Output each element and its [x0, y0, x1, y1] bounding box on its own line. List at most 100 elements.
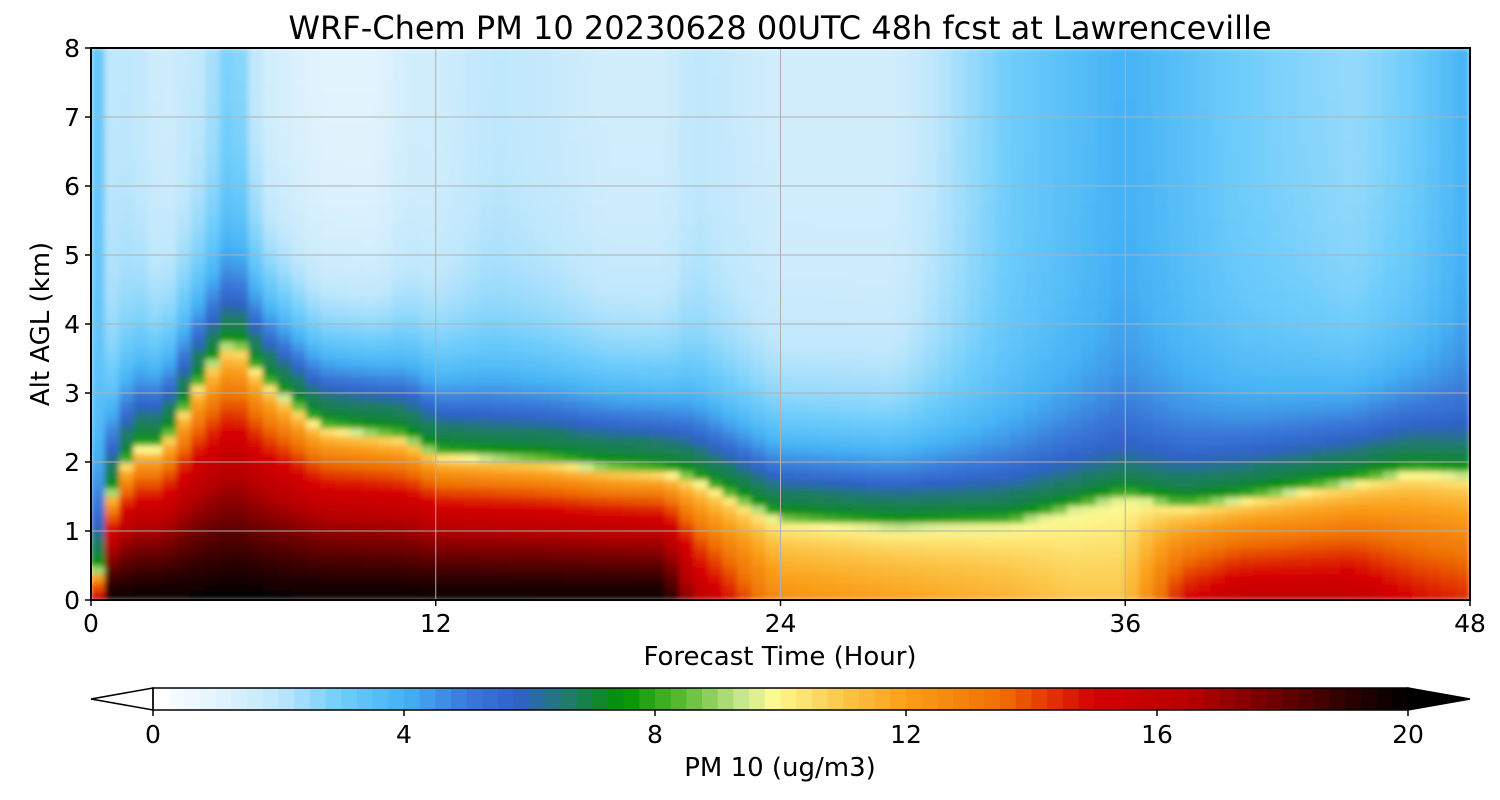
- heatmap-cell: [147, 332, 164, 342]
- heatmap-cell: [837, 349, 853, 360]
- heatmap-cell: [205, 392, 221, 403]
- heatmap-cell: [119, 245, 135, 256]
- heatmap-cell: [765, 64, 782, 75]
- heatmap-cell: [578, 107, 595, 118]
- heatmap-cell: [348, 590, 365, 600]
- heatmap-cell: [162, 530, 178, 541]
- heatmap-cell: [1167, 444, 1184, 454]
- heatmap-cell: [435, 495, 451, 506]
- heatmap-cell: [1052, 461, 1069, 472]
- heatmap-cell: [578, 357, 595, 368]
- heatmap-cell: [851, 401, 868, 411]
- heatmap-cell: [736, 90, 753, 101]
- heatmap-cell: [1139, 280, 1155, 291]
- heatmap-cell: [722, 513, 739, 523]
- heatmap-cell: [937, 228, 954, 239]
- heatmap-cell: [650, 314, 667, 325]
- heatmap-cell: [463, 392, 480, 403]
- heatmap-cell: [162, 539, 178, 549]
- heatmap-cell: [607, 332, 624, 342]
- heatmap-cell: [1196, 582, 1213, 592]
- heatmap-cell: [133, 99, 150, 109]
- heatmap-cell: [104, 547, 121, 558]
- heatmap-cell: [1124, 107, 1141, 118]
- heatmap-cell: [320, 314, 336, 325]
- heatmap-cell: [449, 375, 466, 385]
- heatmap-cell: [593, 418, 609, 429]
- heatmap-cell: [909, 56, 925, 66]
- heatmap-cell: [363, 452, 379, 463]
- heatmap-cell: [406, 288, 422, 299]
- heatmap-cell: [1052, 306, 1069, 316]
- heatmap-cell: [162, 314, 178, 325]
- heatmap-cell: [1081, 133, 1098, 144]
- heatmap-cell: [966, 340, 983, 351]
- heatmap-cell: [664, 504, 681, 515]
- heatmap-cell: [808, 176, 825, 187]
- heatmap-cell: [607, 418, 624, 429]
- heatmap-cell: [981, 547, 997, 558]
- heatmap-cell: [779, 452, 796, 463]
- heatmap-cell: [91, 245, 106, 256]
- heatmap-cell: [521, 280, 537, 291]
- heatmap-cell: [966, 150, 983, 161]
- heatmap-cell: [234, 521, 250, 532]
- heatmap-cell: [406, 357, 422, 368]
- heatmap-cell: [420, 133, 437, 144]
- heatmap-cell: [463, 409, 480, 420]
- heatmap-cell: [1052, 504, 1069, 515]
- heatmap-cell: [305, 349, 322, 360]
- heatmap-cell: [320, 470, 336, 480]
- heatmap-cell: [894, 211, 911, 222]
- heatmap-cell: [923, 306, 940, 316]
- heatmap-cell: [147, 452, 164, 463]
- heatmap-cell: [248, 237, 264, 247]
- heatmap-cell: [1024, 254, 1040, 265]
- heatmap-cell: [1139, 349, 1155, 360]
- heatmap-cell: [348, 150, 365, 161]
- heatmap-cell: [492, 332, 509, 342]
- heatmap-cell: [348, 245, 365, 256]
- heatmap-cell: [1182, 306, 1198, 316]
- heatmap-cell: [521, 168, 537, 178]
- heatmap-cell: [234, 539, 250, 549]
- heatmap-cell: [377, 332, 394, 342]
- heatmap-cell: [751, 409, 767, 420]
- heatmap-cell: [435, 271, 451, 282]
- heatmap-cell: [219, 297, 236, 308]
- heatmap-cell: [248, 168, 264, 178]
- heatmap-cell: [133, 435, 150, 446]
- heatmap-cell: [693, 150, 710, 161]
- heatmap-cell: [794, 314, 810, 325]
- heatmap-cell: [880, 116, 897, 127]
- heatmap-cell: [435, 81, 451, 92]
- heatmap-cell: [880, 547, 897, 558]
- heatmap-cell: [866, 125, 882, 135]
- heatmap-cell: [104, 64, 121, 75]
- heatmap-cell: [406, 556, 422, 567]
- heatmap-cell: [104, 556, 121, 567]
- heatmap-cell: [449, 228, 466, 239]
- heatmap-cell: [262, 392, 279, 403]
- heatmap-cell: [1196, 314, 1213, 325]
- heatmap-cell: [1110, 375, 1126, 385]
- heatmap-cell: [234, 211, 250, 222]
- heatmap-cell: [176, 444, 193, 454]
- heatmap-cell: [593, 288, 609, 299]
- heatmap-cell: [119, 116, 135, 127]
- heatmap-cell: [1110, 556, 1126, 567]
- heatmap-cell: [435, 194, 451, 204]
- heatmap-cell: [995, 590, 1011, 600]
- heatmap-cell: [1009, 297, 1026, 308]
- heatmap-cell: [564, 521, 580, 532]
- heatmap-cell: [363, 478, 379, 489]
- heatmap-cell: [521, 48, 537, 58]
- heatmap-cell: [578, 582, 595, 592]
- heatmap-cell: [822, 582, 839, 592]
- heatmap-cell: [607, 176, 624, 187]
- heatmap-cell: [521, 349, 537, 360]
- heatmap-cell: [736, 478, 753, 489]
- heatmap-cell: [866, 444, 882, 454]
- heatmap-cell: [937, 107, 954, 118]
- heatmap-cell: [205, 375, 221, 385]
